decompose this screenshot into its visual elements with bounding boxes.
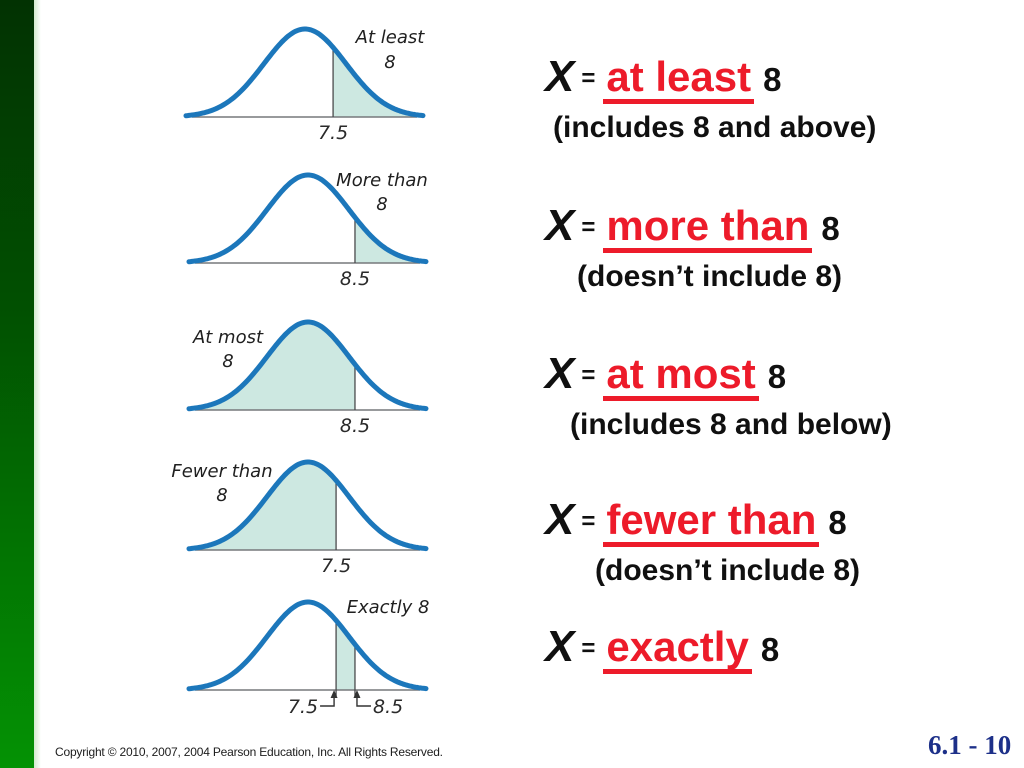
statement-note: (includes 8 and below) (570, 408, 892, 441)
statement-at-least: X = at least 8 (includes 8 and above) (545, 52, 876, 145)
normal-curve-diagram-at-most: At most 8 8.5 (185, 305, 435, 437)
value-number: 8 (821, 210, 840, 247)
statement-note: (includes 8 and above) (553, 111, 877, 144)
curve-label: More than (336, 170, 428, 191)
statement-fewer-than: X = fewer than 8 (doesn’t include 8) (545, 495, 860, 588)
tick-arrow (320, 697, 335, 707)
curve-label: 8 (222, 351, 233, 372)
variable-x: X (545, 201, 575, 250)
curve-label: 8 (216, 485, 227, 506)
relation-term: at least (603, 56, 755, 104)
equals-sign: = (581, 508, 596, 535)
variable-x: X (545, 52, 575, 101)
tick-label: 7.5 (318, 122, 348, 144)
statement-at-most: X = at most 8 (includes 8 and below) (545, 349, 892, 442)
tick-label: 7.5 (288, 696, 318, 718)
normal-curve (186, 459, 429, 552)
normal-curve-diagram-exactly: Exactly 8 7.5 8.5 (185, 585, 435, 718)
shaded-region (191, 462, 337, 550)
tick-label: 8.5 (373, 696, 403, 718)
statement-note: (doesn’t include 8) (595, 554, 861, 587)
tick-arrowhead (330, 690, 338, 698)
shaded-region (333, 47, 423, 117)
normal-curve (186, 172, 429, 265)
value-number: 8 (760, 631, 780, 668)
shaded-region (354, 217, 426, 263)
relation-term: at most (603, 353, 759, 401)
variable-x: X (545, 622, 575, 671)
curve-label: Fewer than (171, 461, 272, 482)
tick-label: 8.5 (340, 415, 370, 437)
tick-arrowhead (353, 690, 361, 698)
statement-exactly: X = exactly 8 (545, 622, 779, 674)
curve-label: At most (192, 327, 264, 348)
relation-term: exactly (603, 626, 752, 674)
value-number: 8 (767, 358, 787, 395)
curve-label: At least (355, 27, 426, 48)
left-accent-bar (0, 0, 34, 768)
curve-svg: Exactly 8 7.5 8.5 (186, 597, 430, 718)
curve-svg: Fewer than 8 7.5 (171, 459, 429, 577)
left-accent-bar-fade (34, 0, 41, 768)
relation-term: more than (603, 205, 813, 253)
statement-line: X = at most 8 (545, 349, 892, 401)
tick-label: 7.5 (321, 555, 351, 577)
relation-term: fewer than (603, 499, 820, 547)
statement-line: X = fewer than 8 (545, 495, 860, 547)
tick-arrow (356, 697, 371, 707)
value-number: 8 (763, 61, 782, 98)
curve-label: 8 (376, 194, 387, 215)
equals-sign: = (581, 214, 596, 241)
equals-sign: = (581, 635, 596, 662)
curve-label: 8 (384, 52, 395, 73)
curve-svg: At least 8 7.5 (183, 26, 426, 144)
copyright-text: Copyright © 2010, 2007, 2004 Pearson Edu… (55, 745, 443, 759)
normal-curve-diagram-fewer-than: Fewer than 8 7.5 (171, 445, 435, 577)
normal-curve-diagram-at-least: At least 8 7.5 (182, 12, 432, 144)
curve-svg: More than 8 8.5 (186, 170, 429, 290)
statement-line: X = at least 8 (545, 52, 876, 104)
equals-sign: = (581, 65, 596, 92)
statement-more-than: X = more than 8 (doesn’t include 8) (545, 201, 842, 294)
equals-sign: = (581, 362, 596, 389)
page-number: 6.1 - 10 (928, 730, 1012, 760)
statement-line: X = more than 8 (545, 201, 842, 253)
variable-x: X (545, 495, 575, 544)
normal-curve (186, 319, 429, 412)
normal-curve-diagram-more-than: More than 8 8.5 (185, 158, 435, 290)
value-number: 8 (828, 504, 847, 541)
tick-label: 8.5 (340, 268, 370, 290)
shaded-region (191, 322, 355, 410)
normal-curve (186, 599, 429, 692)
statement-note: (doesn’t include 8) (577, 260, 843, 293)
statement-line: X = exactly 8 (545, 622, 779, 674)
normal-curve (183, 26, 426, 119)
curve-label: Exactly 8 (347, 597, 430, 618)
shaded-region (336, 620, 355, 690)
curve-svg: At most 8 8.5 (186, 319, 429, 437)
variable-x: X (545, 349, 575, 398)
